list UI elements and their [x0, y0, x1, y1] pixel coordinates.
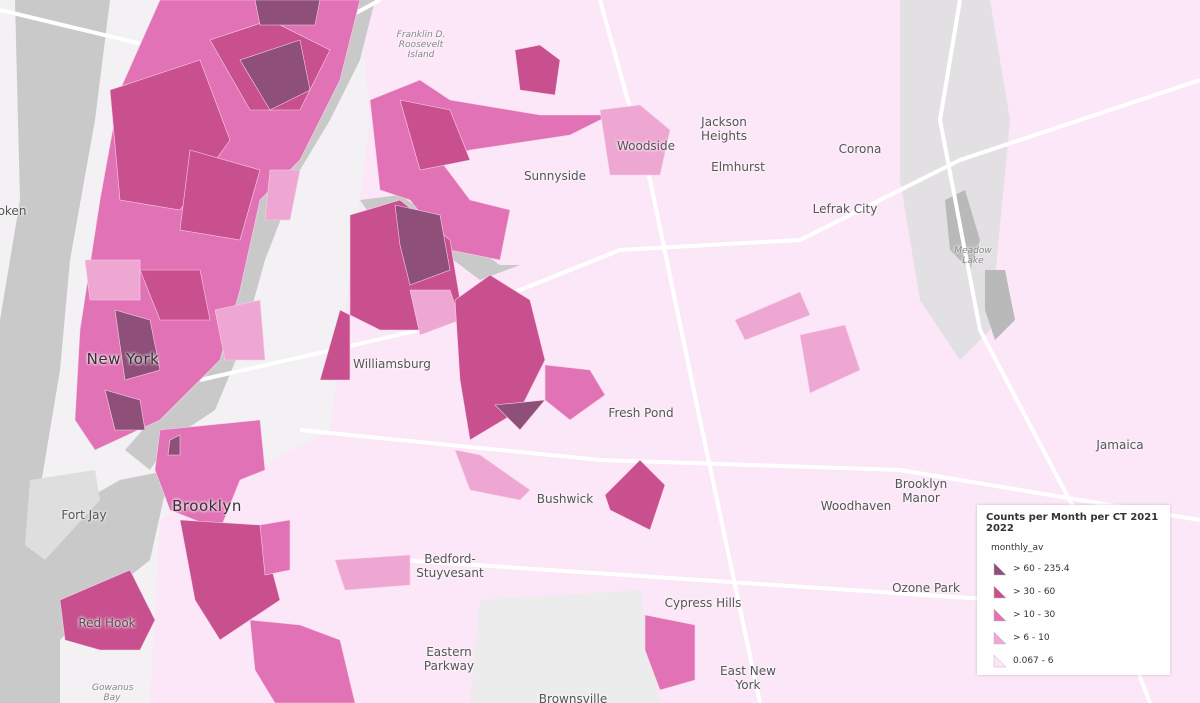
tract — [494, 399, 546, 431]
governors-island — [25, 470, 100, 560]
place-label: New York — [86, 350, 160, 368]
tract — [259, 519, 291, 576]
legend-swatch — [993, 584, 1007, 598]
tract — [84, 259, 141, 301]
legend-item: > 6 - 10 — [977, 626, 1170, 649]
tracts — [59, 0, 861, 703]
legend-item: > 30 - 60 — [977, 580, 1170, 603]
park — [900, 0, 1010, 360]
place-label: Meadow Lake — [954, 246, 992, 266]
place-label: Fresh Pond — [608, 406, 674, 420]
road — [399, 558, 1001, 602]
tract — [264, 169, 301, 221]
tract — [104, 389, 146, 431]
tract — [59, 569, 156, 651]
tract — [734, 291, 811, 341]
road — [299, 428, 1200, 522]
place-label: Fort Jay — [61, 508, 107, 522]
legend: Counts per Month per CT 2021 2022 monthl… — [977, 505, 1170, 675]
legend-item: 0.067 - 6 — [977, 649, 1170, 672]
place-label: Franklin D. Roosevelt Island — [396, 30, 446, 60]
place-label: Brooklyn Manor — [894, 477, 948, 505]
place-label: Brooklyn — [172, 497, 242, 515]
place-label: Jackson Heights — [701, 115, 747, 143]
place-label: East New York — [720, 664, 776, 692]
legend-item: > 10 - 30 — [977, 603, 1170, 626]
swatch-shape — [993, 561, 1007, 575]
place-label: Bushwick — [536, 492, 594, 506]
legend-label: 0.067 - 6 — [1013, 655, 1054, 666]
tract — [454, 449, 531, 501]
place-label: Williamsburg — [353, 357, 431, 371]
swatch-shape — [993, 630, 1007, 644]
tract — [514, 44, 561, 96]
legend-swatch — [993, 607, 1007, 621]
tract — [214, 299, 266, 361]
place-label: Ozone Park — [892, 581, 960, 595]
swatch-shape — [993, 607, 1007, 621]
place-label: Sunnyside — [523, 169, 587, 183]
place-label: Woodside — [616, 139, 676, 153]
tract — [544, 364, 606, 421]
tract — [239, 39, 311, 111]
tract — [604, 459, 666, 531]
place-label: Jamaica — [1096, 438, 1144, 452]
place-label: Cypress Hills — [664, 596, 742, 610]
hudson-river — [0, 0, 110, 560]
place-label: Elmhurst — [711, 160, 765, 174]
tract — [114, 309, 161, 381]
legend-label: > 30 - 60 — [1013, 586, 1056, 597]
tract — [334, 554, 411, 591]
tract — [644, 614, 696, 691]
park — [470, 590, 660, 703]
legend-classes: > 60 - 235.4 > 30 - 60 > 10 - 30 > 6 - 10 0.… — [977, 557, 1170, 672]
tract — [154, 419, 266, 531]
legend-item: > 60 - 235.4 — [977, 557, 1170, 580]
tract — [599, 104, 671, 176]
place-label: Brownsville — [538, 692, 608, 703]
road — [199, 78, 1200, 382]
legend-title: Counts per Month per CT 2021 2022 — [986, 512, 1159, 534]
legend-swatch — [993, 561, 1007, 575]
swatch-shape — [993, 653, 1007, 667]
place-label: Corona — [838, 142, 882, 156]
legend-swatch — [993, 630, 1007, 644]
tract — [454, 274, 546, 441]
place-label: Woodhaven — [820, 499, 892, 513]
willow-lake — [985, 270, 1015, 340]
tract — [167, 434, 181, 456]
tract — [799, 324, 861, 394]
tract — [139, 269, 211, 321]
place-label: Bedford-Stuyvesant — [416, 552, 484, 580]
legend-label: > 60 - 235.4 — [1013, 563, 1070, 574]
tract — [394, 204, 451, 286]
place-label: Red Hook — [78, 616, 136, 630]
place-label: oken — [0, 204, 27, 218]
tract — [254, 0, 321, 26]
legend-swatch — [993, 653, 1007, 667]
place-label: Eastern Parkway — [423, 645, 475, 673]
legend-field: monthly_av — [991, 543, 1044, 553]
tract — [179, 149, 261, 241]
legend-label: > 6 - 10 — [1013, 632, 1050, 643]
place-label: Gowanus Bay — [92, 683, 134, 703]
place-label: Lefrak City — [812, 202, 878, 216]
legend-label: > 10 - 30 — [1013, 609, 1056, 620]
tract — [399, 99, 471, 171]
swatch-shape — [993, 584, 1007, 598]
tract — [249, 619, 356, 703]
road — [598, 0, 762, 703]
